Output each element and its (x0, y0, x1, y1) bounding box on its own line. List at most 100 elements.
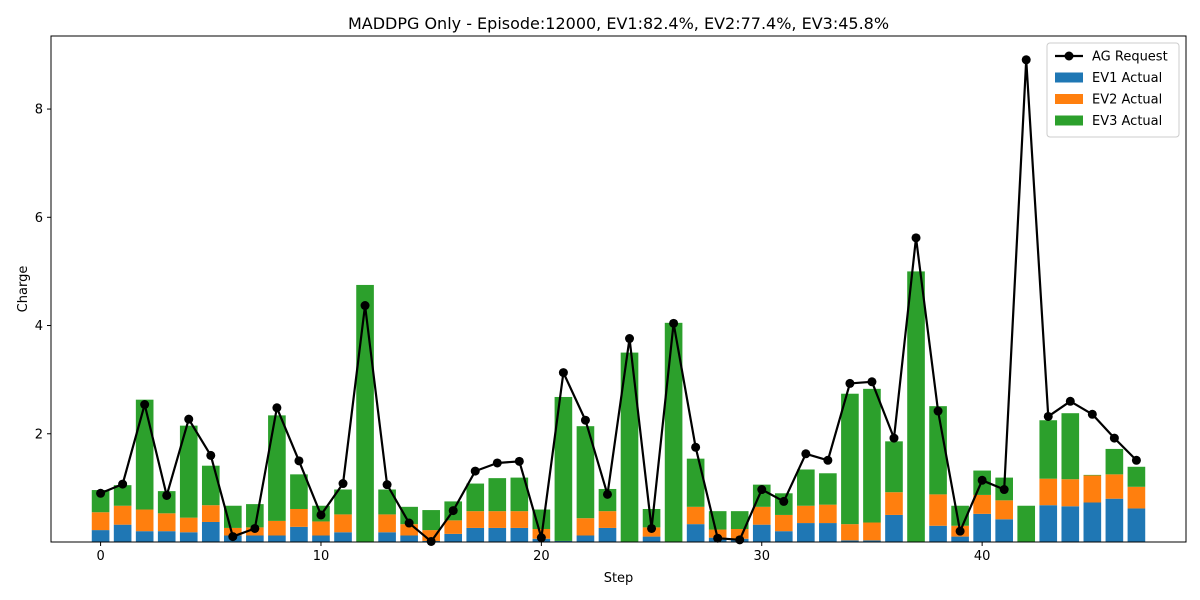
bar-ev2-step-19 (510, 511, 529, 528)
request-point-step-18 (492, 458, 502, 468)
plot-frame (50, 35, 1187, 543)
legend-entry-label: EV1 Actual (1092, 71, 1162, 86)
bar-ev2-step-34 (841, 524, 859, 541)
x-tick-label: 20 (533, 549, 550, 564)
bar-ev1-step-13 (378, 532, 396, 542)
bar-ev3-step-21 (554, 396, 573, 541)
request-point-step-1 (118, 479, 128, 489)
bar-ev3-step-32 (797, 469, 815, 506)
bar-ev1-step-33 (819, 523, 837, 542)
bar-ev3-step-27 (686, 458, 705, 507)
bar-ev3-step-34 (841, 393, 859, 525)
bar-ev1-step-39 (951, 536, 969, 542)
request-point-step-24 (625, 334, 635, 344)
bar-ev1-step-8 (268, 535, 286, 542)
legend-box (1046, 42, 1180, 138)
request-point-step-46 (1109, 433, 1119, 443)
y-tick-label: 6 (35, 211, 43, 226)
bar-ev3-step-29 (730, 511, 749, 530)
request-line (100, 58, 1138, 543)
request-point-step-40 (977, 475, 987, 485)
request-point-step-42 (1021, 55, 1031, 65)
bar-ev1-step-2 (135, 531, 154, 542)
request-point-step-26 (669, 318, 679, 328)
request-point-step-47 (1131, 455, 1141, 465)
bar-ev2-step-47 (1127, 486, 1146, 509)
bar-ev3-step-13 (378, 489, 396, 515)
request-point-step-25 (647, 523, 657, 533)
legend-bar-swatch (1055, 72, 1083, 83)
bar-ev2-step-22 (576, 518, 595, 536)
bar-ev1-step-14 (400, 535, 418, 542)
bar-ev1-step-31 (774, 531, 793, 542)
bar-ev3-step-35 (863, 388, 881, 523)
bar-ev1-step-43 (1039, 505, 1058, 542)
request-point-step-43 (1043, 411, 1053, 421)
bar-ev3-step-44 (1061, 413, 1080, 480)
request-line-layer (96, 55, 1141, 546)
bar-ev1-step-1 (113, 524, 132, 542)
bar-ev3-step-11 (334, 489, 352, 515)
request-point-step-32 (801, 449, 811, 459)
bar-ev1-step-44 (1061, 506, 1080, 542)
bar-ev2-step-11 (334, 514, 352, 533)
bar-ev2-step-32 (797, 505, 815, 524)
request-point-step-19 (514, 456, 524, 466)
bar-ev3-step-8 (268, 415, 286, 521)
bar-ev1-step-32 (797, 523, 815, 542)
bar-ev1-step-9 (290, 526, 308, 542)
request-point-step-13 (382, 480, 392, 490)
bar-ev2-step-13 (378, 514, 396, 533)
bar-ev1-step-16 (444, 533, 463, 542)
bar-ev1-step-21 (554, 540, 573, 542)
request-point-step-7 (250, 523, 260, 533)
request-point-step-15 (426, 536, 436, 546)
request-point-step-45 (1087, 409, 1097, 419)
bar-ev3-step-43 (1039, 420, 1058, 479)
bar-ev3-step-33 (819, 473, 837, 505)
bar-ev2-step-18 (488, 511, 507, 528)
bar-ev3-step-19 (510, 477, 529, 512)
bar-ev1-step-38 (929, 525, 947, 542)
bar-ev2-step-1 (113, 505, 132, 525)
bar-ev1-step-36 (885, 514, 903, 542)
bar-ev1-step-5 (201, 521, 220, 542)
bar-ev3-step-14 (400, 506, 418, 525)
bar-ev1-step-4 (179, 532, 198, 542)
request-point-step-6 (228, 532, 238, 542)
bar-ev3-step-18 (488, 478, 507, 512)
request-point-step-5 (206, 450, 216, 460)
bar-ev2-step-8 (268, 520, 286, 536)
bar-ev1-step-0 (91, 530, 110, 542)
bar-ev3-step-1 (113, 485, 132, 506)
bar-ev1-step-22 (576, 535, 595, 542)
request-point-step-21 (558, 368, 568, 378)
bar-ev1-step-47 (1127, 508, 1146, 542)
bar-ev2-step-36 (885, 492, 903, 515)
bar-ev2-step-2 (135, 509, 154, 532)
bar-ev2-step-45 (1083, 475, 1102, 503)
bar-ev2-step-44 (1061, 479, 1080, 507)
bar-ev2-step-38 (929, 494, 947, 526)
request-point-step-37 (911, 233, 921, 243)
bar-ev2-step-16 (444, 520, 463, 534)
legend: AG Request EV1 Actual EV2 Actual EV3 Actual (1046, 42, 1180, 138)
request-point-step-22 (580, 415, 590, 425)
request-point-step-35 (867, 377, 877, 387)
bar-ev3-step-12 (356, 284, 374, 542)
bar-ev2-step-0 (91, 512, 110, 531)
request-point-step-39 (955, 526, 965, 536)
bar-ev3-step-24 (620, 352, 639, 542)
x-axis-label: Step (604, 571, 634, 586)
request-point-step-36 (889, 433, 899, 443)
bar-ev1-step-40 (973, 513, 991, 542)
bar-ev1-step-11 (334, 532, 352, 542)
bar-ev2-step-41 (995, 500, 1013, 520)
bar-ev2-step-15 (422, 530, 440, 541)
bar-ev1-step-35 (863, 540, 881, 542)
request-point-step-17 (470, 466, 480, 476)
request-point-step-41 (999, 485, 1009, 495)
request-point-step-12 (360, 301, 370, 311)
